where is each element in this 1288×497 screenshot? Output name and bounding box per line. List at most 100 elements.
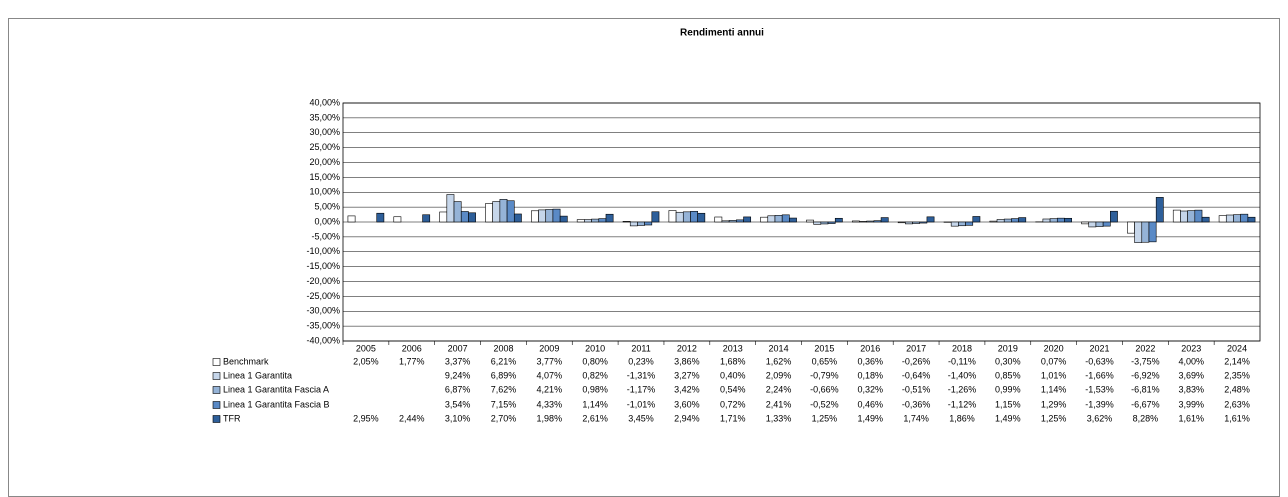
bar (1201, 216, 1210, 223)
bar (1148, 221, 1157, 243)
data-table-cell: 3,42% (674, 384, 700, 394)
data-table-cell: -6,81% (1131, 384, 1160, 394)
data-table-cell: 1,14% (582, 399, 608, 409)
legend-label: Benchmark (223, 356, 269, 366)
bar (834, 217, 843, 223)
data-table-cell: -1,53% (1085, 384, 1114, 394)
data-table-cell: 3,69% (1178, 370, 1204, 380)
data-table-cell: -0,52% (810, 399, 839, 409)
bar (767, 215, 776, 223)
data-table-cell: 1,01% (1041, 370, 1067, 380)
bar (1003, 218, 1012, 223)
data-table-cell: 1,77% (399, 356, 425, 366)
data-table-cell: 1,71% (720, 413, 746, 423)
x-tick-label: 2020 (1044, 343, 1064, 353)
x-tick-label: 2008 (493, 343, 513, 353)
data-table-cell: 0,54% (720, 384, 746, 394)
data-table-cell: 3,62% (1087, 413, 1113, 423)
x-tick-label: 2024 (1227, 343, 1247, 353)
data-table-cell: 2,35% (1224, 370, 1250, 380)
data-table-cell: 0,36% (858, 356, 884, 366)
x-tick-label: 2010 (585, 343, 605, 353)
bar (905, 221, 913, 225)
x-tick-label: 2018 (952, 343, 972, 353)
data-table-cell: 1,74% (903, 413, 929, 423)
bar (591, 218, 600, 223)
bar (806, 219, 814, 223)
x-tick-label: 2009 (539, 343, 559, 353)
data-table-cell: -1,66% (1085, 370, 1114, 380)
y-tick-label: 15,00% (309, 172, 340, 182)
data-table-cell: 0,23% (628, 356, 654, 366)
bar (1141, 221, 1150, 243)
x-tick-label: 2017 (906, 343, 926, 353)
data-table-cell: 4,00% (1178, 356, 1204, 366)
bar (760, 216, 769, 223)
bar (851, 220, 860, 223)
bar (880, 217, 889, 223)
bar (629, 221, 638, 227)
data-table-cell: 0,72% (720, 399, 746, 409)
bar (1064, 217, 1072, 223)
bar (682, 211, 691, 223)
bar (651, 211, 660, 223)
bar (972, 216, 981, 223)
x-tick-label: 2023 (1181, 343, 1201, 353)
data-table-cell: 6,21% (491, 356, 517, 366)
data-table-cell: -6,92% (1131, 370, 1160, 380)
y-tick-label: -25,00% (306, 291, 340, 301)
data-table-cell: 6,87% (445, 384, 471, 394)
bar (866, 220, 875, 223)
bar (1240, 213, 1249, 223)
data-table-cell: 2,05% (353, 356, 379, 366)
legend-label: Linea 1 Garantita (223, 370, 292, 380)
data-table-cell: 1,29% (1041, 399, 1067, 409)
y-tick-label: -20,00% (306, 276, 340, 286)
data-table-cell: -1,39% (1085, 399, 1114, 409)
bar (1011, 218, 1019, 223)
bar (446, 194, 455, 223)
data-table-cell: 4,33% (537, 399, 563, 409)
data-table-cell: 0,99% (995, 384, 1021, 394)
bar (1172, 209, 1181, 223)
bar (492, 201, 501, 223)
bar (1134, 221, 1143, 243)
data-table-cell: -1,40% (948, 370, 977, 380)
data-table-cell: 7,15% (491, 399, 517, 409)
bar (422, 214, 431, 223)
data-table-cell: -0,11% (948, 356, 976, 366)
bar (439, 211, 448, 223)
bar (781, 214, 790, 223)
y-tick-label: -10,00% (306, 246, 340, 256)
data-table-cell: -3,75% (1131, 356, 1160, 366)
bar (531, 210, 539, 223)
x-tick-label: 2012 (677, 343, 697, 353)
chart-frame (8, 18, 1280, 497)
data-table-cell: 0,46% (858, 399, 884, 409)
data-table-cell: 0,07% (1041, 356, 1067, 366)
data-table-cell: 2,44% (399, 413, 425, 423)
bar (1247, 216, 1256, 223)
bar (728, 220, 737, 223)
data-table-cell: 3,83% (1178, 384, 1204, 394)
data-table-cell: 9,24% (445, 370, 471, 380)
x-tick-label: 2022 (1135, 343, 1155, 353)
data-table-cell: 3,45% (628, 413, 654, 423)
y-tick-label: 30,00% (309, 127, 340, 137)
x-tick-label: 2005 (356, 343, 376, 353)
bar (873, 220, 882, 223)
bar (989, 220, 998, 223)
bar (376, 212, 385, 223)
data-table-cell: 0,65% (812, 356, 838, 366)
data-table-cell: 3,37% (445, 356, 471, 366)
bar (545, 209, 554, 223)
x-tick-label: 2014 (769, 343, 789, 353)
y-tick-label: 0,00% (314, 216, 340, 226)
data-table-cell: -1,01% (627, 399, 656, 409)
x-tick-label: 2011 (631, 343, 650, 353)
bar (1180, 210, 1188, 223)
data-table-cell: -1,26% (948, 384, 977, 394)
legend-key (212, 386, 221, 394)
bar (774, 215, 783, 223)
